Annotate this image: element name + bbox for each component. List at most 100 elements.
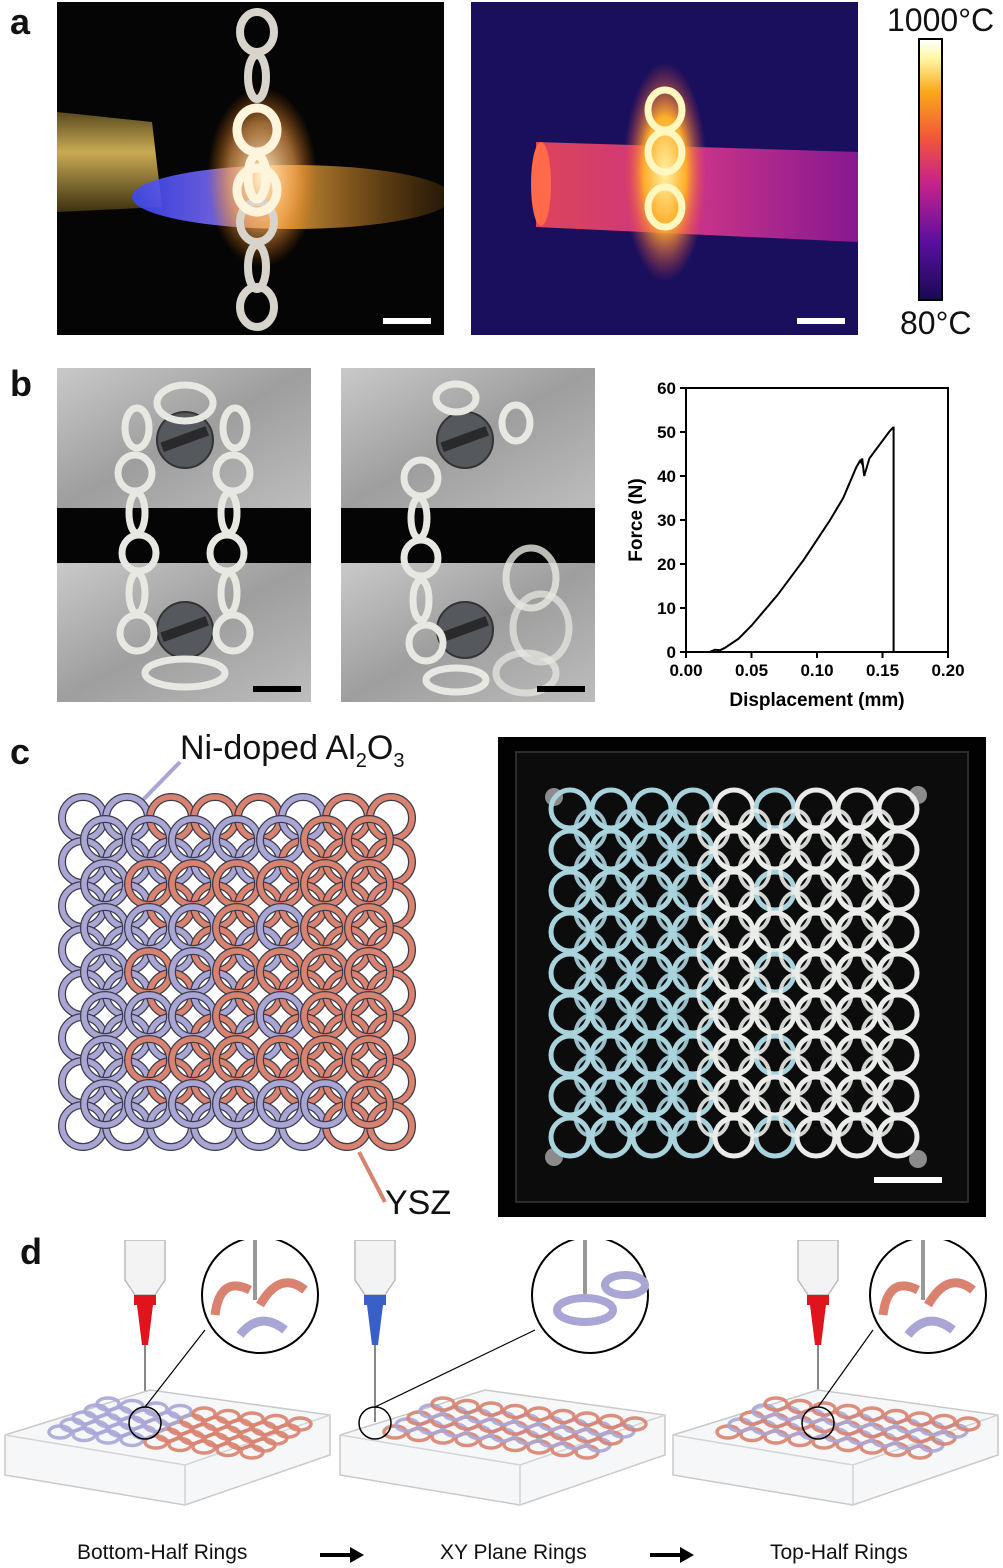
nozzle-hub bbox=[807, 1295, 829, 1305]
print-step-bottom-half bbox=[4, 1240, 331, 1506]
photo-connector-ring bbox=[860, 1095, 895, 1138]
photo-connector-ring bbox=[573, 1054, 608, 1097]
printed-ring bbox=[167, 1403, 193, 1420]
photo-connector-ring bbox=[655, 808, 690, 851]
photo-connector-ring bbox=[737, 890, 772, 933]
photo-connector-ring bbox=[655, 1013, 690, 1056]
printed-ring bbox=[239, 1411, 265, 1427]
printed-ring bbox=[191, 1406, 217, 1422]
photo-connector-ring bbox=[696, 890, 731, 933]
chainmail-diagram bbox=[58, 793, 416, 1151]
photo-connector-ring bbox=[860, 972, 895, 1015]
printed-ring bbox=[598, 1413, 624, 1430]
step-label-bottom-half: Bottom-Half Rings bbox=[77, 1541, 248, 1564]
photo-connector-ring bbox=[696, 849, 731, 892]
scale-bar bbox=[253, 686, 301, 692]
photo-connector-ring bbox=[778, 808, 813, 851]
x-axis-label: Displacement (mm) bbox=[729, 690, 904, 711]
photo-connector-ring bbox=[655, 931, 690, 974]
photo-connector-ring bbox=[614, 808, 649, 851]
x-tick-label: 0.05 bbox=[735, 661, 768, 680]
panel-letter-a: a bbox=[10, 1, 31, 42]
tensile-test-photo-before bbox=[57, 368, 311, 702]
photo-connector-ring bbox=[737, 931, 772, 974]
panel-letter-b: b bbox=[10, 363, 32, 404]
photo-connector-ring bbox=[860, 931, 895, 974]
zoom-line bbox=[817, 1329, 874, 1408]
photo-connector-ring bbox=[819, 890, 854, 933]
photo-connector-ring bbox=[573, 849, 608, 892]
photo-connector-ring bbox=[573, 890, 608, 933]
photo-connector-ring bbox=[737, 808, 772, 851]
y-tick-label: 50 bbox=[657, 423, 676, 442]
printed-ring bbox=[550, 1408, 576, 1425]
flame-chain-photo bbox=[57, 2, 444, 335]
panel-letter-c: c bbox=[10, 731, 31, 772]
syringe-barrel bbox=[797, 1240, 839, 1296]
photo-connector-ring bbox=[696, 931, 731, 974]
photo-connector-ring bbox=[655, 849, 690, 892]
photo-connector-ring bbox=[696, 808, 731, 851]
nozzle-tip bbox=[367, 1305, 383, 1345]
ysz-label: YSZ bbox=[385, 1184, 452, 1222]
zoom-ring bbox=[236, 1316, 288, 1338]
photo-connector-ring bbox=[696, 1013, 731, 1056]
print-tray bbox=[672, 1389, 999, 1506]
printed-ring bbox=[143, 1401, 169, 1417]
photo-connector-ring bbox=[737, 972, 772, 1015]
printed-ring bbox=[215, 1408, 241, 1425]
photo-connector-ring bbox=[860, 890, 895, 933]
photo-connector-ring bbox=[860, 1013, 895, 1056]
photo-connector-ring bbox=[614, 849, 649, 892]
arrow-right-icon bbox=[320, 1547, 364, 1563]
printed-ring bbox=[526, 1406, 552, 1422]
printed-ring bbox=[787, 1398, 813, 1415]
arrow-right-icon bbox=[650, 1547, 694, 1563]
zoom-line bbox=[374, 1329, 536, 1408]
photo-connector-ring bbox=[778, 1054, 813, 1097]
alumina-label-sub1: 2 bbox=[355, 749, 367, 772]
printed-ring bbox=[454, 1398, 480, 1415]
y-tick-label: 10 bbox=[657, 599, 676, 618]
alumina-leader-line bbox=[136, 760, 182, 807]
photo-connector-ring bbox=[737, 1054, 772, 1097]
zoom-ring bbox=[878, 1281, 921, 1316]
printed-ring bbox=[763, 1396, 789, 1412]
photo-connector-ring bbox=[655, 890, 690, 933]
photo-connector-ring bbox=[573, 972, 608, 1015]
printed-ring bbox=[430, 1396, 456, 1412]
photo-connector-ring bbox=[860, 849, 895, 892]
plot-frame bbox=[685, 387, 949, 653]
photo-connector-ring bbox=[573, 1013, 608, 1056]
print-step-xy-plane bbox=[339, 1240, 666, 1506]
nozzle-hub bbox=[364, 1295, 386, 1305]
printed-ring bbox=[263, 1413, 289, 1430]
print-tray bbox=[4, 1389, 331, 1506]
photo-connector-ring bbox=[573, 808, 608, 851]
x-tick-label: 0.10 bbox=[800, 661, 833, 680]
alumina-label-main: Ni-doped Al bbox=[180, 729, 356, 767]
series-line-0 bbox=[686, 426, 895, 653]
printed-ring bbox=[955, 1416, 981, 1432]
force-displacement-chart: 0.00 0.05 0.10 0.15 0.20 0 10 20 30 40 50 60 Displac… bbox=[626, 379, 965, 711]
y-tick-label: 30 bbox=[657, 511, 676, 530]
printed-ring bbox=[95, 1396, 121, 1412]
tensile-test-photo-after bbox=[341, 368, 595, 702]
printed-ring bbox=[502, 1403, 528, 1420]
zoom-inset bbox=[869, 1240, 987, 1354]
photo-connector-ring bbox=[655, 1054, 690, 1097]
zoom-line bbox=[144, 1329, 206, 1408]
photo-connector-ring bbox=[778, 849, 813, 892]
printed-ring bbox=[574, 1411, 600, 1427]
x-tick-label: 0.15 bbox=[866, 661, 899, 680]
photo-connector-ring bbox=[819, 931, 854, 974]
alumina-label: Ni-doped Al2O3 bbox=[180, 729, 404, 773]
alumina-label-sub2: 3 bbox=[393, 749, 405, 772]
photo-connector-ring bbox=[860, 808, 895, 851]
photo-connector-ring bbox=[614, 1013, 649, 1056]
printed-ring bbox=[931, 1413, 957, 1430]
photo-connector-ring bbox=[573, 1095, 608, 1138]
x-tick-label: 0.00 bbox=[669, 661, 702, 680]
zoom-ring bbox=[601, 1271, 649, 1299]
alumina-label-mid: O bbox=[366, 729, 394, 767]
